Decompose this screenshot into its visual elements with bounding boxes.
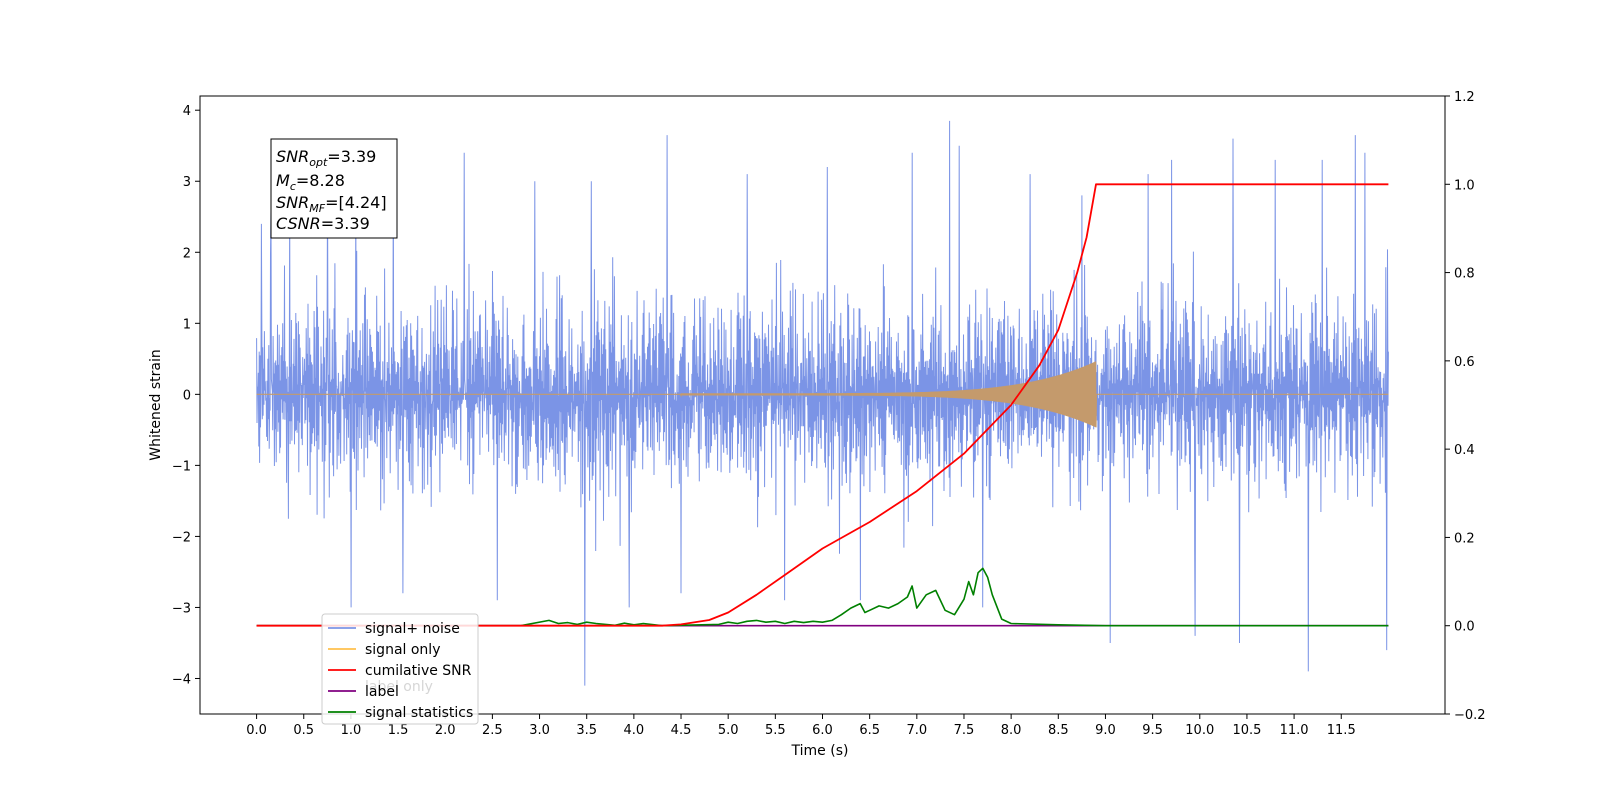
y-right-tick-label: −0.2 (1454, 708, 1486, 723)
x-tick-label: 8.5 (1048, 723, 1069, 738)
x-axis: 0.0 0.5 1.0 1.5 2.0 2.5 3.0 3.5 4.0 4.5 5.0 5.5 6.0 6… (246, 714, 1356, 738)
x-tick-label: 5.5 (765, 723, 786, 738)
x-tick-label: 2.0 (435, 723, 456, 738)
info-snr-mf: SNRMF=[4.24] (276, 193, 387, 215)
x-tick-label: 6.5 (859, 723, 880, 738)
info-mc-subscript: c (290, 180, 296, 193)
info-box: SNRopt=3.39 Mc=8.28 SNRMF=[4.24] CSNR=3.… (270, 138, 398, 239)
info-mc-symbol: M (276, 171, 290, 190)
x-tick-label: 5.0 (718, 723, 739, 738)
x-tick-label: 11.5 (1327, 723, 1356, 738)
info-box-frame (270, 138, 398, 239)
y-right-tick-label: 0.0 (1454, 620, 1475, 635)
y-left-tick-label: 4 (183, 104, 191, 119)
info-mc-value: =8.28 (296, 171, 345, 190)
info-snr-opt-symbol: SNR (276, 147, 309, 166)
x-tick-label: 7.0 (906, 723, 927, 738)
info-snr-opt-subscript: opt (309, 156, 328, 169)
y-left-tick-label: −1 (172, 459, 191, 474)
y-left-tick-label: −2 (172, 530, 191, 545)
legend-frame (321, 613, 479, 725)
info-snr-mf-symbol: SNR (276, 193, 309, 212)
y-right-tick-label: 0.2 (1454, 531, 1475, 546)
x-tick-label: 11.0 (1280, 723, 1309, 738)
x-tick-label: 9.5 (1142, 723, 1163, 738)
plot-area (256, 120, 1389, 686)
x-tick-label: 2.5 (482, 723, 503, 738)
series-signal-noise (256, 120, 1389, 686)
y-left-tick-label: 1 (183, 317, 191, 332)
x-tick-label: 1.5 (388, 723, 409, 738)
x-tick-label: 10.0 (1185, 723, 1214, 738)
y-right-tick-label: 1.0 (1454, 178, 1475, 193)
x-tick-label: 4.0 (624, 723, 645, 738)
y-right-tick-label: 1.2 (1454, 90, 1475, 105)
x-tick-label: 7.5 (954, 723, 975, 738)
legend: label only signal+ noise signal only cumil… (321, 613, 479, 725)
series-cumulative-snr (256, 183, 1389, 627)
x-tick-label: 0.0 (246, 723, 267, 738)
legend-label: label (365, 684, 399, 700)
x-tick-label: 6.0 (812, 723, 833, 738)
y-left-tick-label: 0 (183, 388, 191, 403)
legend-ghost-text: label only (365, 679, 433, 695)
legend-label: cumilative SNR (365, 663, 472, 679)
y-left-tick-label: 3 (183, 175, 191, 190)
series-signal-only (256, 361, 1389, 428)
info-snr-mf-subscript: MF (309, 202, 325, 215)
y-right-tick-label: 0.4 (1454, 443, 1475, 458)
y-axis-right: 1.2 1.0 0.8 0.6 0.4 0.2 0.0 −0.2 (1445, 90, 1486, 723)
info-snr-mf-value: =[4.24] (325, 193, 387, 212)
x-tick-label: 10.5 (1232, 723, 1261, 738)
x-tick-label: 3.0 (529, 723, 550, 738)
y-right-tick-label: 0.6 (1454, 355, 1475, 370)
legend-label: signal only (365, 642, 440, 658)
y-axis-title: Whitened strain (148, 349, 164, 460)
info-mc: Mc=8.28 (276, 171, 345, 193)
legend-label: signal+ noise (365, 621, 460, 637)
info-snr-opt-value: =3.39 (327, 147, 376, 166)
y-left-tick-label: −4 (172, 672, 191, 687)
y-left-tick-label: 2 (183, 246, 191, 261)
x-tick-label: 3.5 (576, 723, 597, 738)
info-csnr-value: =3.39 (321, 214, 370, 233)
x-tick-label: 0.5 (293, 723, 314, 738)
x-axis-title: Time (s) (791, 743, 849, 759)
info-csnr-symbol: CSNR (276, 214, 321, 233)
info-snr-opt: SNRopt=3.39 (276, 147, 376, 169)
y-axis-left: 4 3 2 1 0 −1 −2 −3 −4 (172, 104, 200, 687)
y-left-tick-label: −3 (172, 601, 191, 616)
x-tick-label: 1.0 (341, 723, 362, 738)
y-right-tick-label: 0.8 (1454, 267, 1475, 282)
legend-label: signal statistics (365, 705, 473, 721)
info-csnr: CSNR=3.39 (276, 214, 370, 233)
x-tick-label: 8.0 (1001, 723, 1022, 738)
x-tick-label: 9.0 (1095, 723, 1116, 738)
x-tick-label: 4.5 (671, 723, 692, 738)
series-signal-statistics (256, 567, 1389, 627)
